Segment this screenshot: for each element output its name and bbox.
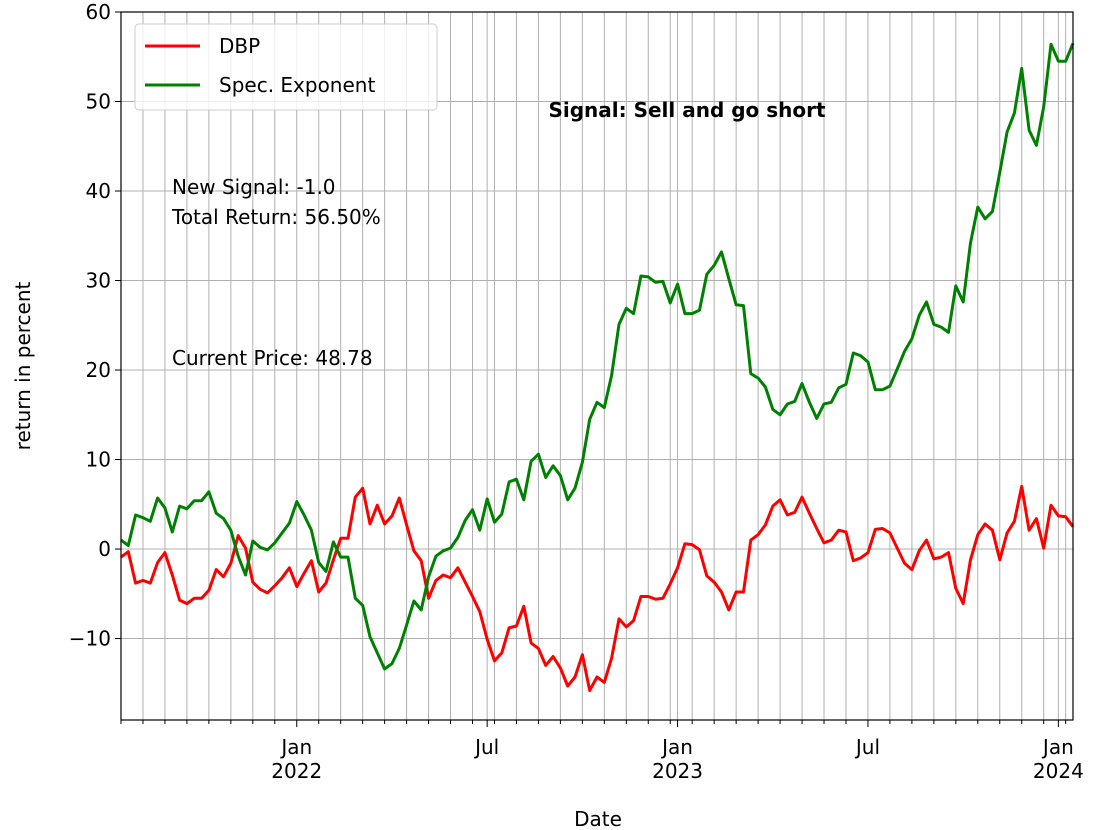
y-tick-label: 30 bbox=[86, 269, 111, 293]
legend-label: Spec. Exponent bbox=[219, 73, 375, 97]
y-tick-label: 10 bbox=[86, 448, 111, 472]
x-tick-label: Jul bbox=[854, 735, 880, 759]
x-axis-label: Date bbox=[574, 807, 622, 830]
y-tick-label: 0 bbox=[98, 537, 111, 561]
x-tick-label: Jan 2024 bbox=[1033, 735, 1084, 783]
annotation: Total Return: 56.50% bbox=[171, 205, 381, 229]
line bbox=[120, 42, 1075, 671]
x-tick-label: Jan 2023 bbox=[652, 735, 703, 783]
y-axis-label: return in percent bbox=[11, 281, 35, 450]
y-tick-label: −10 bbox=[69, 627, 111, 651]
y-tick-label: 20 bbox=[86, 358, 111, 382]
annotation: Current Price: 48.78 bbox=[172, 346, 373, 370]
x-tick-label: Jul bbox=[473, 735, 499, 759]
y-tick-label: 60 bbox=[86, 0, 111, 24]
annotation: New Signal: -1.0 bbox=[172, 175, 336, 199]
legend-box bbox=[134, 23, 438, 111]
legend-label: DBP bbox=[219, 34, 260, 58]
x-tick-label: Jan 2022 bbox=[271, 735, 322, 783]
annotation: Signal: Sell and go short bbox=[548, 98, 826, 122]
y-tick-label: 40 bbox=[86, 179, 111, 203]
plot-frame bbox=[120, 11, 1074, 721]
y-tick-label: 50 bbox=[86, 90, 111, 114]
line bbox=[120, 484, 1075, 692]
